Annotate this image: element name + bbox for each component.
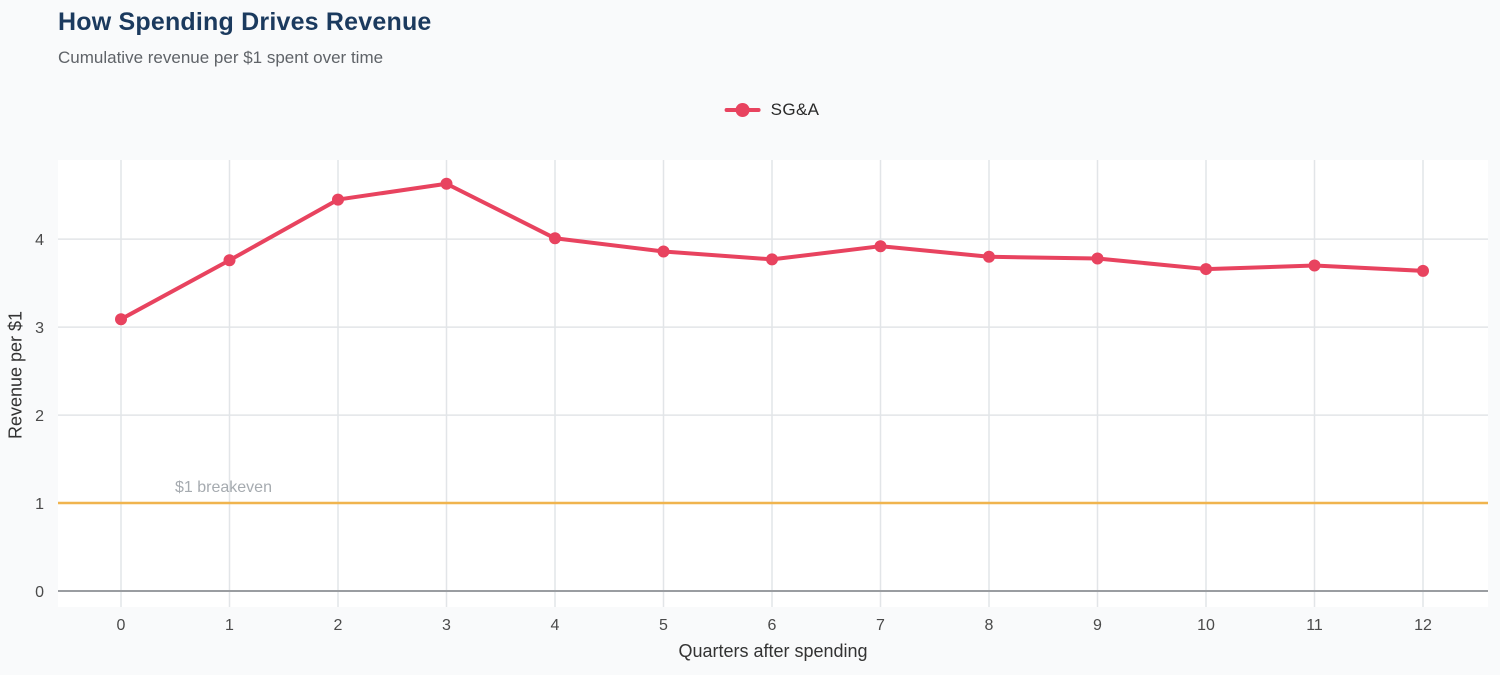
x-tick-label: 11 <box>1306 617 1323 634</box>
page-title: How Spending Drives Revenue <box>58 8 432 36</box>
breakeven-label: $1 breakeven <box>175 479 272 496</box>
x-tick-label: 9 <box>1093 617 1102 634</box>
x-tick-label: 7 <box>876 617 885 634</box>
chart-header: How Spending Drives Revenue Cumulative r… <box>58 8 432 68</box>
data-point[interactable] <box>1091 252 1104 265</box>
x-axis-title: Quarters after spending <box>678 641 868 661</box>
data-point[interactable] <box>440 177 453 190</box>
y-axis-title: Revenue per $1 <box>5 310 26 440</box>
x-tick-label: 0 <box>117 617 126 634</box>
x-tick-label: 5 <box>659 617 668 634</box>
y-tick-label: 1 <box>35 496 44 513</box>
data-point[interactable] <box>549 232 561 245</box>
x-tick-label: 8 <box>985 617 994 634</box>
plot-area <box>58 160 1488 607</box>
line-chart: $1 breakeven 0 1 2 3 4 5 6 7 8 9 10 11 12 0 1 2 3 4 Quarte… <box>0 160 1500 661</box>
data-point[interactable] <box>115 313 127 326</box>
data-point[interactable] <box>657 245 670 258</box>
data-point[interactable] <box>983 250 995 263</box>
legend-label: SG&A <box>770 100 820 119</box>
x-tick-label: 1 <box>225 617 234 634</box>
x-tick-label: 3 <box>442 617 451 634</box>
data-point[interactable] <box>223 254 236 267</box>
page-subtitle: Cumulative revenue per $1 spent over tim… <box>58 48 384 67</box>
x-tick-label: 6 <box>768 617 777 634</box>
x-tick-label: 2 <box>334 617 343 634</box>
x-tick-label: 10 <box>1197 617 1215 634</box>
data-point[interactable] <box>1308 259 1321 272</box>
series-marker-icon <box>724 103 761 117</box>
x-tick-label: 4 <box>551 617 560 634</box>
x-tick-label: 12 <box>1414 617 1432 634</box>
y-tick-label: 2 <box>35 408 44 425</box>
y-tick-label: 4 <box>35 232 44 249</box>
data-point[interactable] <box>874 240 887 253</box>
data-point[interactable] <box>766 253 778 266</box>
y-tick-label: 3 <box>35 320 44 337</box>
data-point[interactable] <box>1417 264 1429 277</box>
data-point[interactable] <box>1200 263 1212 276</box>
y-tick-label: 0 <box>35 584 44 601</box>
legend-item-sga[interactable]: SG&A <box>724 100 820 120</box>
data-point[interactable] <box>332 193 344 206</box>
